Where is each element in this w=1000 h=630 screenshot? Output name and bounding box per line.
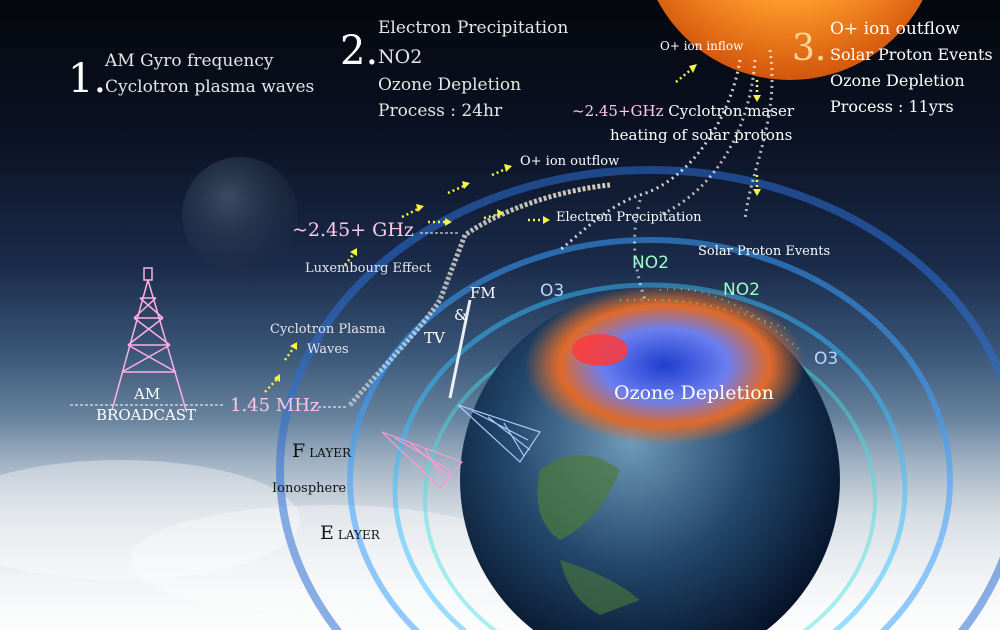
luxembourg-effect-label: Luxembourg Effect: [305, 261, 432, 276]
cloud-shape: [0, 460, 300, 580]
step-1-number: 1.: [68, 56, 107, 102]
f-layer-word: LAYER: [309, 446, 352, 460]
step-3-line-1: O+ ion outflow: [830, 19, 960, 39]
step-2-line-2: NO2: [378, 46, 423, 68]
continent-shape: [560, 560, 640, 615]
frequency-high-label: ~2.45+ GHz: [292, 219, 414, 241]
ozone-hotspot: [572, 334, 628, 366]
e-layer-letter: E: [320, 522, 334, 544]
no2-label-right: NO2: [723, 280, 760, 300]
step-2-line-1: Electron Precipitation: [378, 18, 569, 38]
am-tower: [111, 267, 187, 411]
f-layer-letter: F: [292, 440, 306, 462]
step-2-line-4: Process : 24hr: [378, 101, 503, 121]
am-label: AM: [134, 385, 161, 403]
step-3-number: 3.: [792, 28, 827, 69]
step-1-line-2: Cyclotron plasma waves: [105, 77, 315, 97]
no2-particles: [619, 288, 801, 351]
flow-arrows: [264, 64, 761, 393]
step-1-line-1: AM Gyro frequency: [105, 51, 274, 71]
sun-shape: [657, 0, 923, 80]
no2-label-left: NO2: [632, 253, 669, 273]
step-3-line-2: Solar Proton Events: [830, 45, 993, 64]
moon-shape: [182, 157, 298, 273]
step-3-line-4: Process : 11yrs: [830, 97, 954, 116]
solar-proton-events-label: Solar Proton Events: [698, 244, 831, 259]
step-3-line-3: Ozone Depletion: [830, 71, 965, 90]
o-ion-inflow-label: O+ ion inflow: [660, 39, 744, 53]
waves-label: Waves: [307, 342, 349, 357]
proton-streams: [559, 49, 774, 301]
o3-label-left: O3: [540, 281, 565, 301]
maser-name: Cyclotron maser: [663, 102, 795, 120]
label-connectors: [70, 232, 460, 408]
o3-label-right: O3: [814, 349, 839, 369]
ionosphere-label: Ionosphere: [272, 481, 347, 496]
ozone-hole: [525, 285, 805, 445]
tv-signal-path: [448, 299, 472, 399]
cloud-shape: [130, 505, 530, 615]
maser-frequency: ~2.45+GHz: [572, 102, 664, 120]
step-2-number: 2.: [340, 28, 379, 74]
step-2-line-3: Ozone Depletion: [378, 75, 522, 95]
e-layer-word: LAYER: [337, 528, 380, 542]
blue-antenna: [457, 404, 541, 463]
broadcast-label: BROADCAST: [96, 406, 197, 424]
electron-precipitation-label: Electron Precipitation: [556, 210, 702, 225]
maser-label-line-2: heating of solar protons: [610, 126, 793, 144]
ozone-depletion-label: Ozone Depletion: [614, 382, 774, 404]
frequency-low-label: 1.45 MHz: [230, 395, 320, 416]
cyclotron-plasma-label: Cyclotron Plasma: [270, 322, 386, 337]
fm-label: FM: [470, 284, 496, 302]
o-ion-outflow-label: O+ ion outflow: [520, 154, 620, 169]
ampersand-label: &: [454, 306, 468, 324]
maser-label-line-1: ~2.45+GHz Cyclotron maser: [572, 102, 795, 120]
f-layer-label: F LAYER: [292, 440, 352, 463]
continent-shape: [537, 455, 620, 540]
e-layer-label: E LAYER: [320, 522, 380, 545]
tv-label: TV: [424, 329, 445, 347]
pink-antenna: [381, 431, 464, 489]
